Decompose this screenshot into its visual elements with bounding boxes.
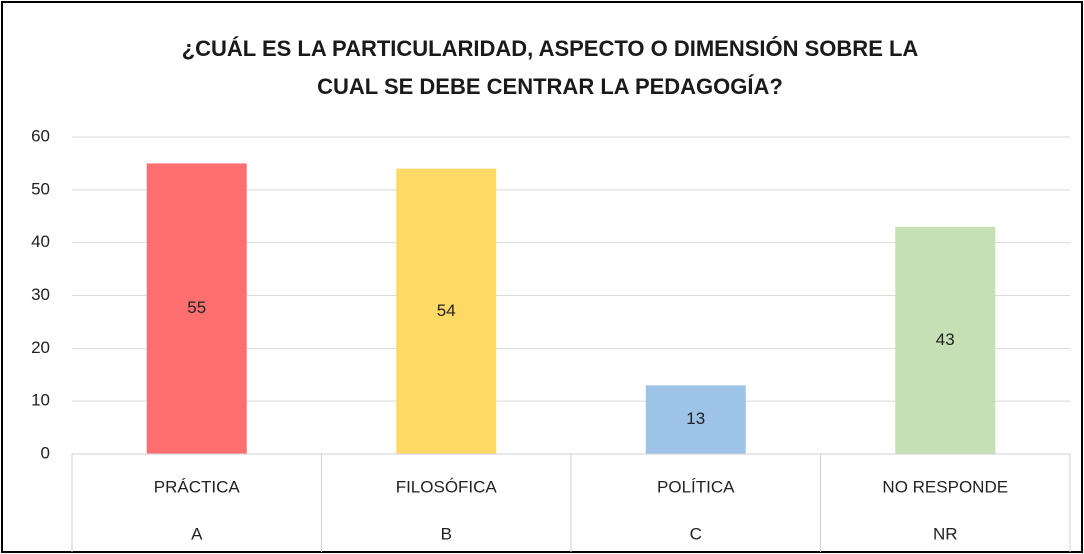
bar — [146, 163, 247, 454]
x-group-label: C — [690, 524, 702, 543]
y-tick-label: 0 — [41, 443, 50, 462]
bar — [645, 385, 746, 454]
y-tick-label: 50 — [31, 179, 50, 198]
chart-title: ¿CUÁL ES LA PARTICULARIDAD, ASPECTO O DI… — [182, 36, 919, 61]
y-tick-label: 10 — [31, 391, 50, 410]
y-tick-label: 60 — [31, 126, 50, 145]
x-tick-label: FILOSÓFICA — [396, 477, 498, 496]
data-label: 43 — [936, 330, 955, 349]
y-tick-label: 40 — [31, 232, 50, 251]
x-group-label: A — [191, 524, 203, 543]
x-group-label: B — [441, 524, 452, 543]
x-tick-label: POLÍTICA — [657, 477, 735, 496]
y-tick-label: 30 — [31, 285, 50, 304]
chart-title: CUAL SE DEBE CENTRAR LA PEDAGOGÍA? — [317, 74, 783, 99]
x-tick-label: NO RESPONDE — [882, 477, 1008, 496]
bar — [396, 168, 497, 454]
data-label: 13 — [686, 409, 705, 428]
data-label: 55 — [187, 298, 206, 317]
x-group-label: NR — [933, 524, 958, 543]
y-tick-label: 20 — [31, 338, 50, 357]
data-label: 54 — [437, 301, 456, 320]
bar — [895, 226, 996, 454]
x-tick-label: PRÁCTICA — [154, 477, 241, 496]
